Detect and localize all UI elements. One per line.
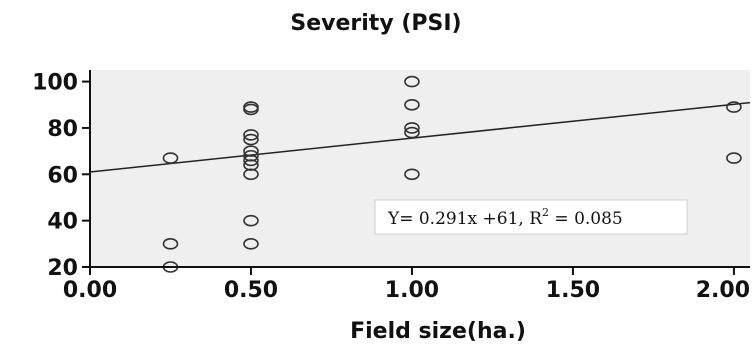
regression-line-group [89, 101, 751, 173]
y-tick-label: 100 [32, 71, 78, 96]
x-tick-label: 1.50 [546, 278, 600, 303]
data-point [243, 238, 259, 250]
y-axis-ticks: 20 40 60 80 100 [32, 71, 90, 281]
x-axis-label: Field size(ha.) [350, 319, 526, 344]
x-tick-label: 1.00 [385, 278, 439, 303]
data-point [726, 152, 742, 164]
data-point [404, 98, 420, 111]
equation-box [374, 199, 688, 235]
data-point [243, 168, 259, 181]
chart-title: Severity (PSI) [290, 11, 461, 36]
x-tick-label: 0.50 [224, 278, 278, 303]
y-tick-label: 20 [47, 256, 78, 281]
plot-area [90, 70, 750, 267]
data-point [726, 101, 742, 113]
y-tick-label: 80 [47, 117, 78, 142]
x-axis-ticks: 0.00 0.50 1.00 1.50 2.00 [63, 267, 750, 303]
data-point [243, 133, 259, 146]
data-points-group [162, 75, 742, 273]
regression-line [89, 101, 751, 173]
data-point [404, 126, 420, 139]
equation-text: Y= 0.291x +61, R2 = 0.085 [387, 206, 623, 229]
equation-annotation: Y= 0.291x +61, R2 = 0.085 [374, 199, 688, 235]
data-point [404, 75, 420, 88]
data-point [243, 129, 259, 141]
data-point [162, 238, 179, 250]
y-tick-label: 60 [47, 163, 78, 188]
data-point [162, 152, 179, 164]
data-point [243, 103, 259, 116]
equation-superscript: 2 [542, 206, 549, 219]
equation-suffix: = 0.085 [549, 209, 623, 229]
x-tick-label: 2.00 [696, 278, 750, 303]
data-point [404, 122, 420, 134]
data-point [404, 168, 420, 181]
y-tick-label: 40 [47, 210, 78, 235]
data-point [243, 214, 259, 227]
data-point [243, 154, 259, 167]
x-tick-label: 0.00 [63, 278, 117, 303]
equation-main: Y= 0.291x +61, R [387, 209, 543, 229]
